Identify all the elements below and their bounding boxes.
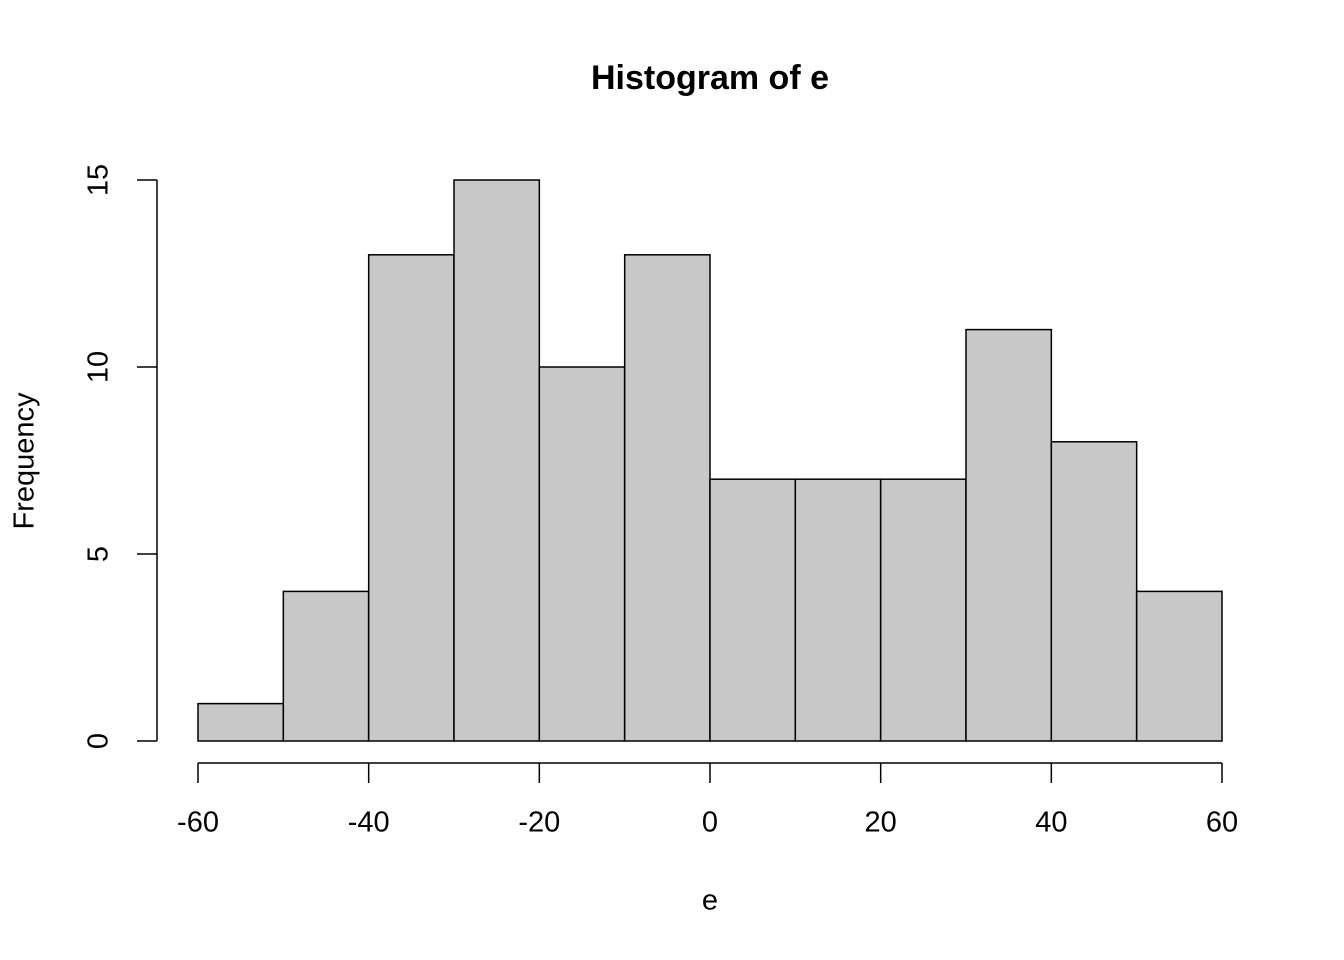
chart-title: Histogram of e <box>591 59 829 97</box>
x-tick-label: -20 <box>518 807 560 839</box>
bar <box>197 702 285 742</box>
x-tick-label: 20 <box>865 807 897 839</box>
bar <box>1135 590 1223 742</box>
y-tick-label: 15 <box>83 164 115 196</box>
bar <box>709 478 797 742</box>
bar <box>282 590 370 742</box>
bar <box>1050 441 1138 742</box>
bar <box>965 328 1053 742</box>
y-tick-label: 5 <box>83 546 115 562</box>
x-tick-label: 0 <box>702 807 718 839</box>
x-tick-label: -60 <box>177 807 219 839</box>
bar <box>879 478 967 742</box>
bar <box>538 366 626 742</box>
bar <box>367 254 455 742</box>
x-tick-label: 60 <box>1206 807 1238 839</box>
y-tick-label: 0 <box>83 733 115 749</box>
bar <box>794 478 882 742</box>
x-tick-label: 40 <box>1035 807 1067 839</box>
bar <box>623 254 711 742</box>
y-tick-label: 10 <box>83 351 115 383</box>
x-axis-label: e <box>702 885 718 917</box>
bar <box>453 179 541 742</box>
x-tick-label: -40 <box>348 807 390 839</box>
y-axis-label: Frequency <box>9 392 41 530</box>
